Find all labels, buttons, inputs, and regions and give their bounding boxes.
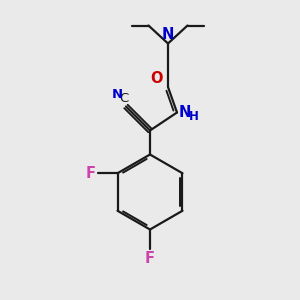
Text: N: N [162,27,174,42]
Text: N: N [178,105,190,120]
Text: N: N [112,88,123,100]
Text: F: F [145,251,155,266]
Text: F: F [85,166,96,181]
Text: C: C [120,92,129,105]
Text: O: O [150,70,163,86]
Text: H: H [188,110,198,123]
